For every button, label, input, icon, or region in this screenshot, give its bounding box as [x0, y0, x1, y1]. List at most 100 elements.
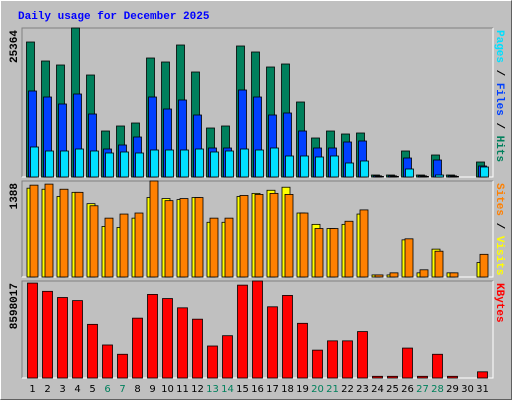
- x-tick-label: 8: [134, 384, 140, 395]
- y-tick-label: 8598017: [9, 283, 21, 329]
- bar: [177, 307, 188, 379]
- bar: [314, 228, 324, 278]
- legend: Sites / Visits: [493, 183, 505, 275]
- legend-entry: Files: [493, 83, 505, 116]
- y-tick-label: 25364: [9, 30, 21, 63]
- bar: [390, 176, 399, 178]
- x-tick-label: 7: [119, 384, 125, 395]
- bar: [147, 294, 158, 379]
- x-tick-label: 26: [401, 384, 414, 395]
- bar: [255, 149, 264, 178]
- bar: [450, 176, 459, 178]
- bar: [225, 150, 234, 178]
- x-tick-label: 6: [104, 384, 110, 395]
- x-tick-label: 16: [251, 384, 264, 395]
- bar: [209, 217, 219, 278]
- bar: [479, 253, 489, 278]
- legend: KBytes: [493, 283, 505, 323]
- bar: [252, 280, 263, 379]
- bar: [432, 353, 443, 379]
- bar: [74, 191, 84, 278]
- bar: [194, 197, 204, 278]
- bar: [89, 205, 99, 278]
- bar: [419, 269, 429, 278]
- bar: [372, 375, 383, 379]
- legend-separator: /: [493, 216, 505, 236]
- bar: [239, 195, 249, 278]
- bar: [434, 250, 444, 278]
- legend-entry: Pages: [493, 30, 505, 63]
- bar: [404, 238, 414, 278]
- bar: [207, 345, 218, 379]
- x-tick-label: 18: [281, 384, 294, 395]
- bar: [210, 151, 219, 178]
- bar: [360, 160, 369, 178]
- bar: [162, 298, 173, 379]
- bar: [117, 353, 128, 379]
- x-tick-label: 24: [371, 384, 384, 395]
- bar: [240, 148, 249, 178]
- x-tick-label: 23: [356, 384, 369, 395]
- x-tick-label: 20: [311, 384, 324, 395]
- x-tick-label: 9: [149, 384, 155, 395]
- bar: [60, 150, 69, 178]
- plot-bevel-dark: [21, 27, 493, 177]
- bar: [57, 297, 68, 379]
- bar: [345, 162, 354, 178]
- bar: [284, 194, 294, 278]
- x-tick-label: 21: [326, 384, 339, 395]
- bar: [344, 220, 354, 278]
- x-tick-label: 10: [161, 384, 174, 395]
- bar: [44, 183, 54, 278]
- x-tick-label: 5: [89, 384, 95, 395]
- x-tick-label: 4: [74, 384, 80, 395]
- bar: [285, 155, 294, 178]
- bar: [282, 295, 293, 379]
- bar: [477, 371, 488, 379]
- bar: [150, 149, 159, 178]
- legend-entry: Sites: [493, 183, 505, 216]
- bar: [449, 272, 459, 278]
- x-tick-label: 15: [236, 384, 249, 395]
- chart-title: Daily usage for December 2025: [18, 11, 210, 23]
- bar: [405, 168, 414, 178]
- bar: [312, 349, 323, 379]
- x-tick-label: 31: [476, 384, 489, 395]
- bar: [375, 176, 384, 178]
- x-tick-label: 29: [446, 384, 459, 395]
- x-tick-label: 27: [416, 384, 429, 395]
- bar: [374, 274, 384, 278]
- bar: [237, 284, 248, 379]
- bar: [433, 159, 442, 178]
- plot-bevel-dark: [21, 280, 493, 378]
- bar: [29, 184, 39, 278]
- bar: [402, 347, 413, 379]
- bar: [389, 272, 399, 278]
- x-tick-label: 30: [461, 384, 474, 395]
- bar: [180, 149, 189, 178]
- bar: [42, 290, 53, 379]
- x-tick-label: 19: [296, 384, 309, 395]
- bar: [447, 375, 458, 379]
- bar: [480, 166, 489, 178]
- bar: [299, 212, 309, 278]
- bar: [195, 148, 204, 178]
- bar: [119, 213, 129, 278]
- legend-separator: /: [493, 63, 505, 83]
- x-tick-label: 13: [206, 384, 219, 395]
- bar: [222, 335, 233, 379]
- y-tick-label: 1388: [9, 183, 21, 210]
- bar: [135, 152, 144, 178]
- x-tick-label: 17: [266, 384, 279, 395]
- bar: [330, 155, 339, 178]
- x-tick-label: 28: [431, 384, 444, 395]
- bar: [297, 322, 308, 379]
- bar: [102, 344, 113, 379]
- bar: [270, 147, 279, 178]
- legend-entry: Hits: [493, 136, 505, 162]
- x-tick-label: 25: [386, 384, 399, 395]
- bar: [120, 151, 129, 178]
- bar: [30, 146, 39, 178]
